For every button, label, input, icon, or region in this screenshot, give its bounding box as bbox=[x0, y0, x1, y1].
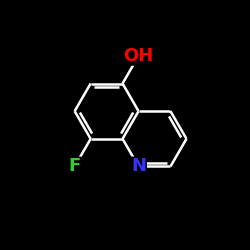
Text: OH: OH bbox=[124, 47, 154, 65]
Text: F: F bbox=[68, 158, 81, 176]
Text: N: N bbox=[131, 158, 146, 176]
Text: OH: OH bbox=[124, 47, 154, 65]
Text: F: F bbox=[68, 158, 81, 176]
Text: N: N bbox=[131, 158, 146, 176]
